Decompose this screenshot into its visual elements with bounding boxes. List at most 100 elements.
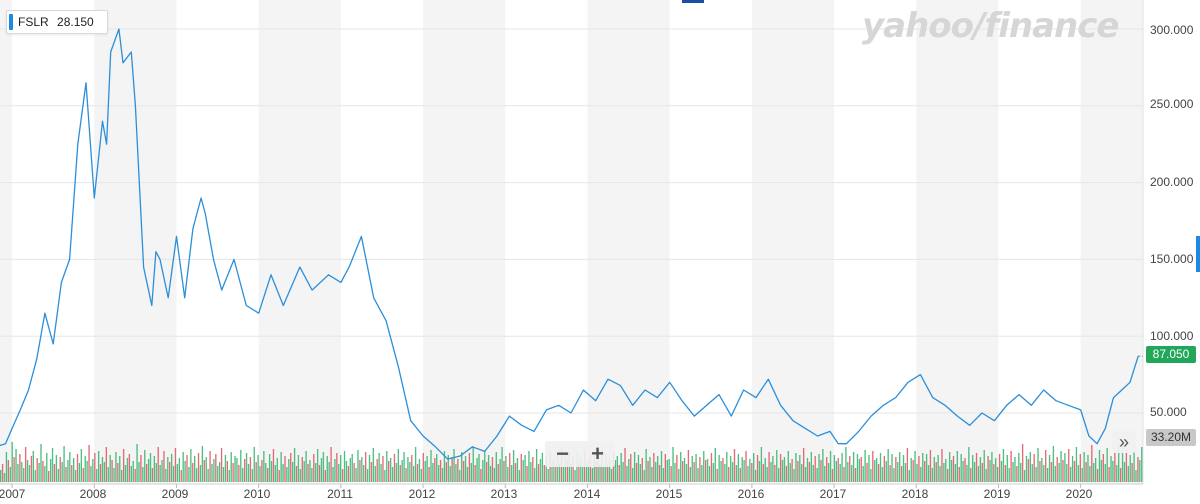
expand-button[interactable]: »: [1112, 431, 1136, 453]
volume-bar: [340, 455, 342, 482]
y-tick-label: 50.000: [1150, 405, 1187, 419]
range-selector-marker[interactable]: [682, 0, 704, 3]
volume-bar: [482, 460, 484, 482]
volume-bar: [9, 467, 11, 482]
volume-bar: [699, 457, 701, 482]
volume-bar: [987, 456, 989, 482]
volume-bar: [656, 456, 659, 482]
volume-bar: [267, 468, 269, 482]
volume-bar: [630, 454, 632, 482]
volume-bar: [276, 458, 278, 482]
volume-bar: [49, 459, 52, 482]
volume-bar: [1008, 468, 1010, 482]
volume-bar: [1037, 448, 1039, 482]
volume-bar: [753, 453, 755, 482]
volume-bar: [637, 455, 640, 482]
volume-bar: [203, 460, 205, 482]
volume-bar: [697, 468, 699, 482]
volume-bar: [885, 461, 887, 482]
volume-bar: [530, 462, 532, 482]
volume-bar: [359, 460, 361, 482]
volume-bar: [678, 469, 680, 482]
volume-bar: [557, 454, 559, 482]
volume-bar: [787, 451, 789, 482]
volume-bar: [881, 467, 884, 482]
volume-bar: [461, 452, 463, 482]
volume-bar: [36, 458, 38, 482]
volume-bar: [253, 447, 255, 482]
volume-bar: [293, 448, 296, 482]
volume-bar: [535, 449, 538, 482]
volume-bar: [361, 457, 363, 482]
zoom-in-button[interactable]: +: [591, 441, 604, 466]
legend-box[interactable]: FSLR 28.150: [6, 10, 108, 34]
volume-bar: [1123, 462, 1126, 482]
volume-bar: [1033, 454, 1035, 482]
volume-bar: [937, 455, 939, 482]
volume-bar: [1087, 455, 1089, 482]
volume-bar: [232, 463, 234, 482]
legend-value: 28.150: [57, 15, 94, 29]
volume-bar: [222, 467, 225, 482]
volume-bar: [670, 466, 672, 482]
volume-bar: [603, 467, 605, 482]
volume-bar: [1039, 461, 1041, 482]
volume-bar: [635, 463, 638, 482]
volume-bar: [935, 462, 937, 482]
volume-bar: [136, 444, 138, 482]
volume-bar: [772, 456, 774, 482]
volume-bar: [326, 456, 328, 482]
volume-bar: [86, 461, 88, 482]
volume-bar: [382, 456, 384, 482]
volume-bar: [862, 466, 864, 482]
volume-bar: [478, 454, 480, 482]
volume-bar: [547, 469, 549, 482]
volume-bar: [0, 470, 2, 482]
volume-bar: [528, 451, 530, 482]
volume-bar: [751, 463, 753, 482]
volume-bar: [65, 467, 67, 482]
volume-bar: [1094, 458, 1097, 482]
volume-bar: [107, 467, 109, 482]
volume-bar: [516, 458, 519, 482]
volume-bar: [291, 462, 294, 482]
volume-bar: [1070, 467, 1072, 482]
volume-bar: [234, 456, 236, 482]
volume-bar: [783, 457, 786, 482]
y-tick-label: 300.000: [1150, 23, 1194, 37]
volume-bar: [779, 454, 782, 482]
volume-bar: [46, 453, 48, 482]
year-band: [0, 0, 13, 484]
volume-bar: [906, 448, 909, 482]
volume-bar: [430, 450, 432, 482]
volume-bar: [743, 460, 745, 482]
volume-bar: [242, 468, 244, 482]
zoom-out-button[interactable]: −: [556, 441, 569, 466]
volume-bar: [1068, 449, 1070, 482]
volume-bar: [591, 468, 594, 482]
volume-bar: [380, 464, 382, 482]
volume-bar: [94, 453, 96, 482]
volume-bar: [1100, 460, 1103, 482]
volume-bar: [259, 466, 261, 482]
volume-bar: [416, 464, 419, 482]
volume-bar: [839, 464, 841, 482]
volume-bar: [330, 447, 332, 482]
volume-bar: [284, 456, 286, 482]
volume-bar: [582, 466, 584, 482]
volume-bar: [71, 465, 73, 482]
volume-bar: [453, 449, 455, 482]
volume-bar: [610, 469, 613, 482]
right-axis-handle[interactable]: [1196, 236, 1200, 272]
volume-bar: [263, 451, 265, 482]
volume-bar: [900, 466, 903, 482]
volume-bar: [712, 463, 715, 482]
volume-bar: [169, 462, 171, 482]
volume-bar: [735, 465, 738, 482]
volume-bar: [799, 455, 801, 482]
volume-bar: [1127, 466, 1129, 482]
volume-bar: [585, 465, 588, 482]
volume-bar: [1025, 456, 1028, 482]
